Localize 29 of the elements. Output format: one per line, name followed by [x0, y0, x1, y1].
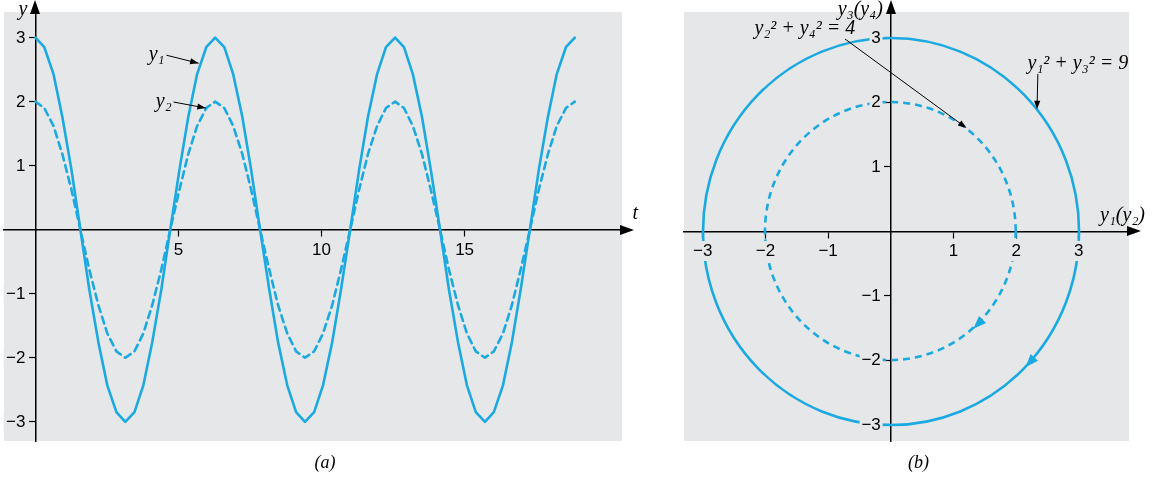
- y-tick-label: −1: [4, 283, 28, 304]
- y-tick-label: −1: [859, 285, 883, 306]
- y-tick-label: 3: [14, 27, 28, 48]
- annotation: y₁² + y₃² = 9: [1025, 50, 1129, 74]
- x-tick-label: −2: [753, 241, 778, 262]
- text: (a): [313, 452, 337, 473]
- annotation: y₁: [146, 42, 165, 66]
- x-tick-label: 1: [946, 241, 961, 262]
- text: (b): [907, 452, 930, 473]
- y-axis-title: y: [16, 0, 28, 21]
- annotation: y₂: [153, 89, 172, 113]
- x-tick-label: −1: [816, 241, 840, 262]
- y-tick-label: −3: [4, 411, 28, 432]
- x-tick-label: 3: [1072, 241, 1086, 262]
- x-tick-label: 2: [1009, 241, 1023, 262]
- x-tick-label: −3: [691, 241, 715, 262]
- y-tick-label: 2: [869, 92, 883, 113]
- y-tick-label: −2: [4, 347, 28, 368]
- y-tick-label: 3: [869, 27, 883, 48]
- x-tick-label: 15: [453, 239, 477, 260]
- y-tick-label: 1: [14, 155, 28, 176]
- x-axis-title: y₁(y₂): [1098, 202, 1146, 226]
- y-tick-label: −3: [859, 414, 883, 435]
- y-tick-label: 1: [869, 156, 883, 177]
- y-tick-label: −2: [859, 350, 883, 371]
- x-axis-title: t: [632, 200, 639, 223]
- x-tick-label: 10: [310, 239, 334, 260]
- y-tick-label: 2: [14, 91, 28, 112]
- x-tick-label: 5: [171, 239, 186, 260]
